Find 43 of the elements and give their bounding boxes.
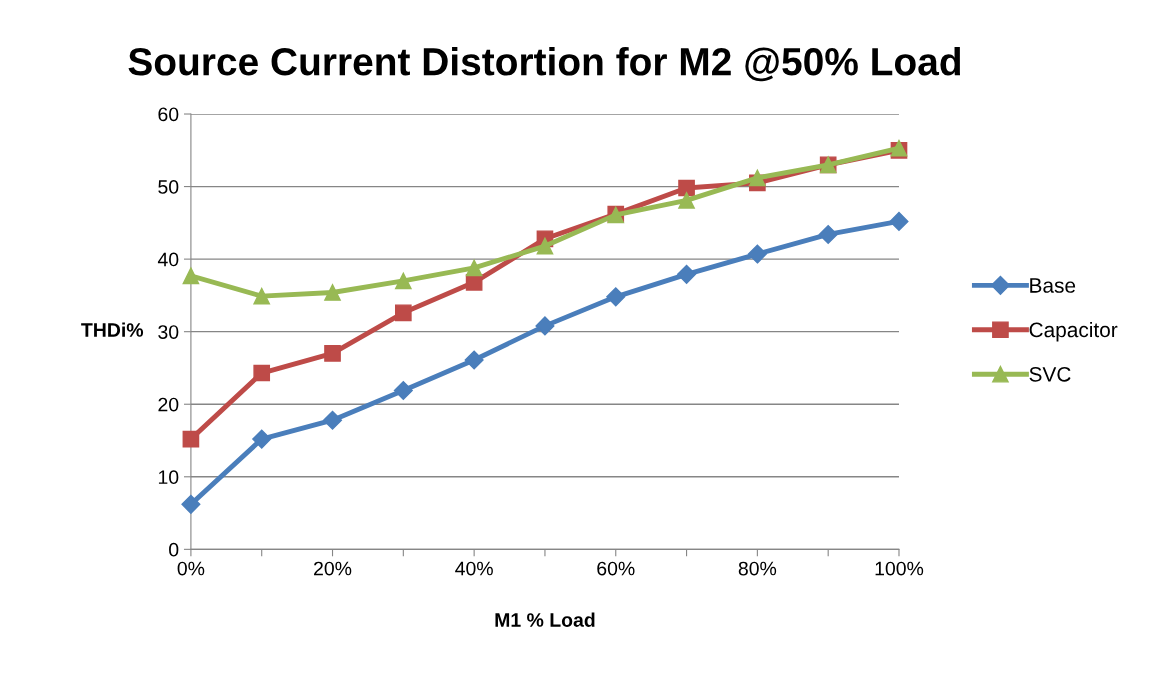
- point: [465, 259, 483, 277]
- point: [181, 494, 201, 514]
- y-tick-label: 50: [158, 180, 179, 194]
- y-tick-label: 20: [158, 397, 179, 412]
- point: [677, 264, 697, 284]
- point: [253, 364, 271, 382]
- y-tick-label: 30: [158, 325, 179, 339]
- point: [322, 410, 343, 430]
- point: [464, 350, 484, 370]
- chart-title: Source Current Distortion for M2 @50% Load: [128, 46, 961, 82]
- y-tick-label: 10: [158, 470, 179, 485]
- legend-label: Base: [1030, 278, 1076, 293]
- point: [252, 429, 272, 449]
- point: [535, 316, 555, 336]
- point: [747, 244, 767, 264]
- point: [749, 169, 766, 187]
- x-tick-label: 20%: [314, 561, 352, 576]
- x-tick-label: 100%: [875, 561, 924, 576]
- x-tick-label: 0%: [177, 561, 205, 576]
- y-tick-label: 0: [169, 542, 179, 557]
- point: [606, 287, 626, 307]
- x-tick-label: 40%: [455, 561, 493, 576]
- legend-label: SVC: [1029, 366, 1071, 382]
- y-axis-title: THDi%: [81, 322, 144, 337]
- point: [324, 345, 341, 362]
- point: [182, 267, 200, 285]
- point: [182, 430, 200, 448]
- x-axis-title: M1 % Load: [495, 612, 595, 627]
- point: [678, 179, 695, 197]
- y-tick-label: 40: [157, 252, 179, 267]
- y-tick-label: 60: [158, 107, 179, 122]
- point: [678, 192, 695, 209]
- legend-label: Capacitor: [1029, 321, 1118, 342]
- point: [393, 380, 413, 400]
- point: [324, 284, 341, 301]
- point: [394, 272, 412, 290]
- point: [394, 304, 412, 322]
- point: [536, 237, 554, 255]
- point: [253, 287, 271, 305]
- point: [889, 211, 909, 231]
- x-tick-label: 80%: [738, 561, 777, 576]
- x-tick-label: 60%: [597, 561, 635, 576]
- point: [818, 224, 838, 244]
